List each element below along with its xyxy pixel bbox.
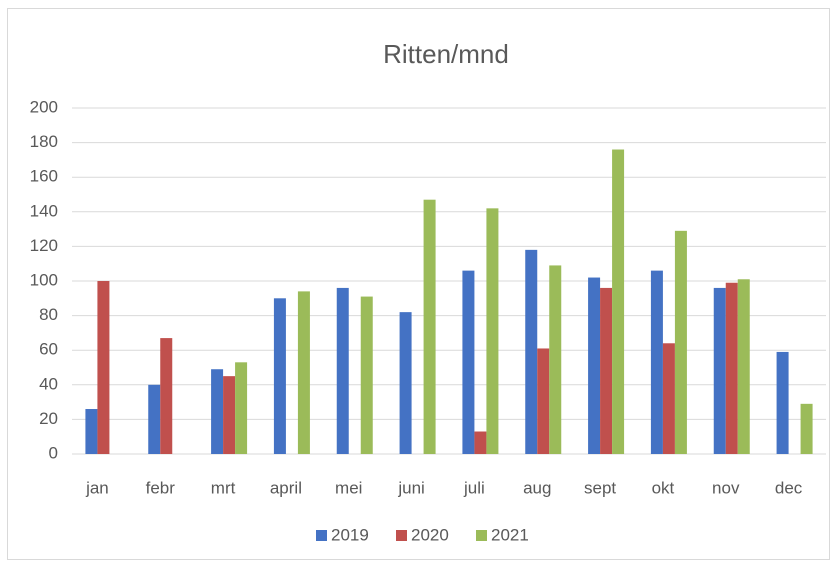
bar xyxy=(399,312,412,454)
x-tick-label: nov xyxy=(712,478,740,497)
bar xyxy=(674,230,687,454)
bar xyxy=(223,376,236,454)
legend-swatch xyxy=(476,530,487,541)
y-tick-label: 160 xyxy=(30,167,58,186)
x-tick-label: jan xyxy=(85,478,109,497)
bar xyxy=(776,351,789,454)
x-tick-label: febr xyxy=(146,478,176,497)
bar xyxy=(423,199,436,454)
bar xyxy=(211,369,224,454)
x-tick-label: juli xyxy=(463,478,485,497)
x-tick-label: mei xyxy=(335,478,362,497)
chart-frame xyxy=(7,8,830,560)
x-tick-label: juni xyxy=(397,478,424,497)
bar xyxy=(273,298,286,454)
bar xyxy=(360,296,373,454)
bar xyxy=(85,409,98,454)
bar xyxy=(486,208,499,454)
chart-title: Ritten/mnd xyxy=(383,39,509,69)
y-tick-label: 0 xyxy=(49,443,58,462)
bar xyxy=(537,348,550,454)
bar xyxy=(662,343,675,454)
y-tick-label: 100 xyxy=(30,270,58,289)
y-tick-label: 40 xyxy=(39,374,58,393)
bar xyxy=(148,384,161,454)
bar xyxy=(549,265,562,454)
bar xyxy=(588,277,601,454)
legend-swatch xyxy=(396,530,407,541)
y-tick-label: 180 xyxy=(30,132,58,151)
bar xyxy=(474,431,487,454)
legend-swatch xyxy=(316,530,327,541)
bar xyxy=(650,270,663,454)
y-tick-label: 200 xyxy=(30,97,58,116)
bar xyxy=(600,287,613,454)
bar xyxy=(462,270,475,454)
bar xyxy=(725,282,738,454)
legend-label: 2021 xyxy=(491,525,529,544)
y-tick-label: 140 xyxy=(30,201,58,220)
x-tick-label: dec xyxy=(775,478,803,497)
bar xyxy=(525,249,538,454)
bar xyxy=(336,287,349,454)
bar xyxy=(612,149,625,454)
x-tick-label: okt xyxy=(652,478,675,497)
bar xyxy=(713,287,726,454)
y-tick-label: 120 xyxy=(30,236,58,255)
bar xyxy=(160,338,173,454)
x-tick-label: sept xyxy=(584,478,616,497)
x-tick-label: aug xyxy=(523,478,551,497)
y-tick-label: 20 xyxy=(39,409,58,428)
legend-label: 2019 xyxy=(331,525,369,544)
x-tick-label: april xyxy=(270,478,302,497)
bar xyxy=(97,281,110,454)
y-tick-label: 80 xyxy=(39,305,58,324)
bar xyxy=(297,291,310,454)
y-tick-label: 60 xyxy=(39,340,58,359)
bar xyxy=(235,362,248,454)
legend-label: 2020 xyxy=(411,525,449,544)
bar xyxy=(800,403,813,454)
x-tick-label: mrt xyxy=(211,478,236,497)
bar xyxy=(737,279,750,454)
